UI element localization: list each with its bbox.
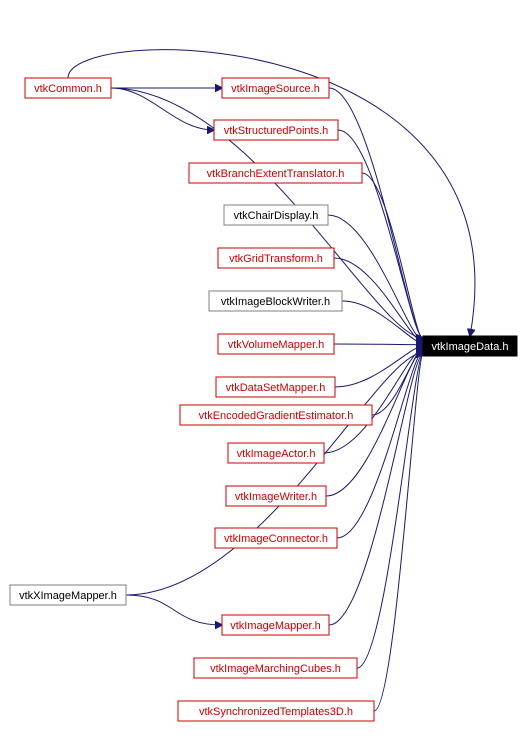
target-node: vtkImageData.h: [423, 336, 517, 356]
source-node-vtkImageMapper: vtkImageMapper.h: [222, 615, 329, 635]
node-label: vtkXImageMapper.h: [19, 590, 117, 602]
node-label: vtkSynchronizedTemplates3D.h: [199, 706, 353, 718]
node-label: vtkEncodedGradientEstimator.h: [199, 410, 354, 422]
node-label: vtkGridTransform.h: [229, 253, 323, 265]
source-node-vtkVolumeMapper: vtkVolumeMapper.h: [218, 334, 334, 354]
dependency-edge: [328, 215, 423, 341]
dependency-edge: [374, 354, 423, 711]
dependency-edge: [334, 344, 423, 345]
node-label: vtkBranchExtentTranslator.h: [207, 168, 345, 180]
node-label: vtkStructuredPoints.h: [224, 125, 329, 137]
source-node-vtkChairDisplay: vtkChairDisplay.h: [224, 205, 328, 225]
source-node-vtkDataSetMapper: vtkDataSetMapper.h: [216, 377, 335, 397]
node-label: vtkVolumeMapper.h: [228, 339, 325, 351]
node-label: vtkDataSetMapper.h: [226, 382, 326, 394]
source-node-vtkSyncTemplates: vtkSynchronizedTemplates3D.h: [178, 701, 374, 721]
dependency-edge: [357, 354, 423, 668]
node-label: vtkImageMapper.h: [230, 620, 321, 632]
node-label: vtkImageWriter.h: [235, 491, 317, 503]
source-node-vtkImageSource: vtkImageSource.h: [222, 78, 329, 98]
node-label: vtkImageConnector.h: [224, 533, 328, 545]
dependency-edge: [338, 130, 423, 338]
source-node-vtkImageMarching: vtkImageMarchingCubes.h: [194, 658, 357, 678]
node-label: vtkImageData.h: [431, 341, 508, 353]
node-label: vtkImageBlockWriter.h: [221, 296, 330, 308]
dependency-edge: [337, 351, 423, 538]
source-node-vtkImageWriter: vtkImageWriter.h: [226, 486, 326, 506]
source-node-vtkImageBlock: vtkImageBlockWriter.h: [209, 291, 342, 311]
source-node-vtkBranchExtent: vtkBranchExtentTranslator.h: [189, 163, 362, 183]
source-node-vtkImageConnector: vtkImageConnector.h: [215, 528, 337, 548]
source-node-vtkStructuredPoints: vtkStructuredPoints.h: [214, 120, 338, 140]
dependency-edge: [111, 88, 214, 130]
node-label: vtkImageActor.h: [237, 448, 316, 460]
source-node-vtkXImageMapper: vtkXImageMapper.h: [10, 585, 126, 605]
source-node-vtkCommon: vtkCommon.h: [25, 78, 111, 98]
source-node-vtkGridTransform: vtkGridTransform.h: [218, 248, 334, 268]
node-label: vtkImageSource.h: [231, 83, 320, 95]
source-node-vtkEncodedGrad: vtkEncodedGradientEstimator.h: [180, 405, 372, 425]
node-label: vtkChairDisplay.h: [234, 210, 319, 222]
node-label: vtkImageMarchingCubes.h: [210, 663, 341, 675]
dependency-edge: [362, 173, 423, 339]
source-node-vtkImageActor: vtkImageActor.h: [228, 443, 324, 463]
dependency-edge: [126, 595, 222, 625]
node-label: vtkCommon.h: [34, 83, 102, 95]
